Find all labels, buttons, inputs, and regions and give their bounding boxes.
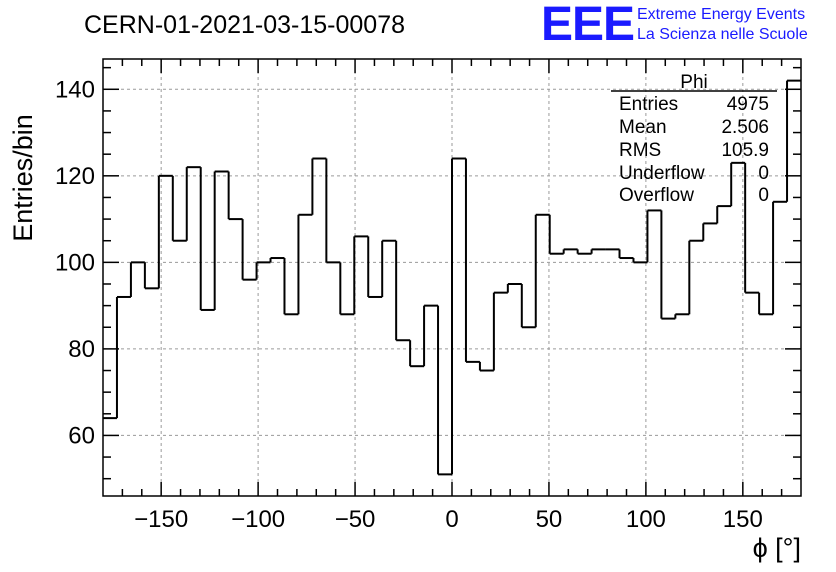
stats-entries-label: Entries	[619, 94, 678, 115]
x-tick-label: 50	[536, 506, 563, 533]
stats-underflow-label: Underflow	[619, 163, 705, 184]
logo-mark: EEE	[541, 0, 634, 51]
x-tick-label: 150	[723, 506, 763, 533]
stats-rms-label: RMS	[619, 140, 661, 161]
y-tick-labels: 60 80 100 120 140	[55, 76, 95, 449]
y-tick-label: 60	[68, 422, 95, 449]
stats-box: Phi Entries 4975 Mean 2.506 RMS 105.9 Un…	[611, 72, 777, 206]
y-axis-label: Entries/bin	[8, 114, 38, 242]
x-axis-label: ϕ [°]	[753, 533, 801, 563]
x-tick-label: 100	[626, 506, 666, 533]
eee-logo: EEE Extreme Energy Events La Scienza nel…	[541, 0, 808, 51]
x-tick-label: −100	[231, 506, 285, 533]
x-tick-label: 0	[445, 506, 458, 533]
x-tick-label: −50	[335, 506, 376, 533]
chart-title: CERN-01-2021-03-15-00078	[84, 11, 405, 39]
stats-mean-label: Mean	[619, 117, 667, 138]
logo-line-1: Extreme Energy Events	[637, 6, 805, 23]
y-tick-label: 120	[55, 163, 95, 190]
logo-line-2: La Scienza nelle Scuole	[637, 26, 808, 43]
axis-ticks	[103, 59, 801, 496]
stats-mean-value: 2.506	[721, 117, 769, 138]
x-tick-label: −150	[134, 506, 188, 533]
stats-title: Phi	[680, 72, 707, 93]
stats-overflow-value: 0	[758, 185, 769, 206]
y-tick-label: 100	[55, 249, 95, 276]
stats-entries-value: 4975	[727, 94, 769, 115]
stats-overflow-label: Overflow	[619, 185, 694, 206]
stats-underflow-value: 0	[758, 163, 769, 184]
x-tick-labels: −150 −100 −50 0 50 100 150	[134, 506, 763, 533]
y-tick-label: 140	[55, 76, 95, 103]
histogram-series	[103, 79, 801, 476]
stats-rms-value: 105.9	[721, 140, 769, 161]
y-tick-label: 80	[68, 336, 95, 363]
